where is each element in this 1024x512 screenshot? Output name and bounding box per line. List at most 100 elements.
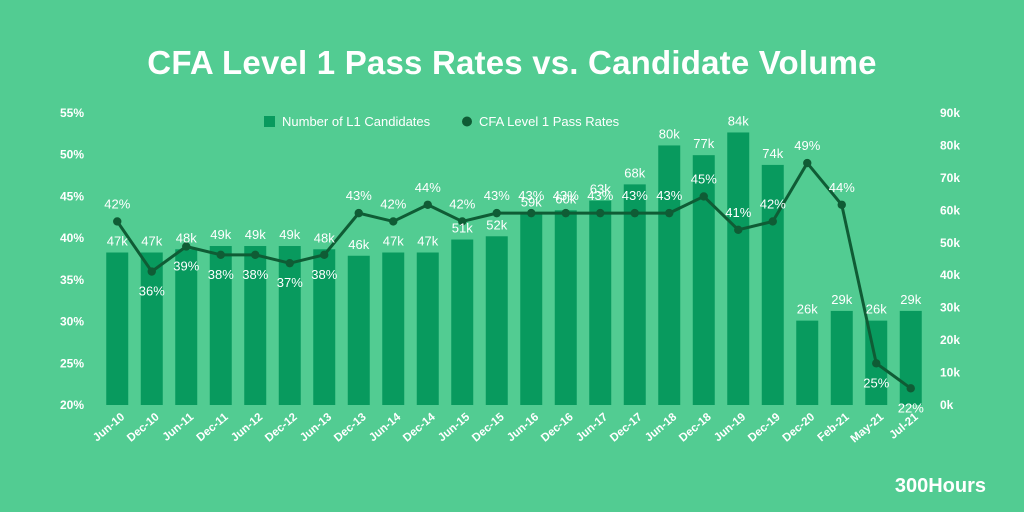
pass-rate-point-Dec-12 [285, 258, 294, 268]
x-tick-label: Dec-17 [608, 411, 645, 444]
y-left-tick: 50% [60, 148, 84, 162]
bar-Jun-17 [589, 200, 612, 405]
bar-value-label: 63k [590, 182, 611, 197]
bar-value-label: 46k [348, 237, 369, 252]
y-left-tick: 40% [60, 231, 84, 245]
x-tick-label: Dec-14 [401, 411, 438, 445]
pass-rate-line [116, 161, 912, 390]
bar-Jun-12 [244, 246, 267, 405]
pass-rate-label: 22% [898, 400, 924, 415]
x-tick-label: Jun-19 [712, 411, 748, 444]
bar-Dec-19 [761, 164, 784, 405]
y-left-tick: 35% [60, 273, 84, 287]
y-right-tick: 0k [940, 398, 954, 412]
pass-rate-label: 42% [449, 196, 475, 211]
x-tick-label: Jun-16 [505, 411, 541, 444]
pass-rate-point-Jun-18 [665, 208, 674, 218]
x-tick-label: Jun-11 [161, 411, 197, 444]
bar-Jun-11 [175, 249, 198, 405]
bar-value-label: 47k [417, 234, 438, 249]
bar-Dec-16 [554, 210, 577, 405]
bar-Jul-21 [899, 310, 922, 405]
pass-rate-label: 39% [173, 258, 199, 273]
legend-label-pass-rates: CFA Level 1 Pass Rates [479, 114, 620, 129]
pass-rate-point-Dec-10 [147, 267, 156, 276]
y-left-tick: 20% [60, 398, 84, 412]
bar-Jun-15 [451, 239, 474, 405]
y-left-tick: 30% [60, 315, 84, 329]
x-tick-label: Dec-19 [746, 411, 783, 444]
y-right-tick: 20k [940, 333, 960, 347]
bar-value-label: 29k [900, 292, 921, 307]
x-tick-label: Dec-13 [332, 411, 369, 444]
data-labels-layer: 47k 47k 48k 49k 49k 49k 48k 46k 47k 47k 51k 52k 59k 6… [104, 113, 924, 415]
bar-value-label: 47k [383, 234, 404, 249]
x-tick-label: Jun-14 [367, 411, 404, 444]
y-left-tick: 55% [60, 106, 84, 120]
chart-title: CFA Level 1 Pass Rates vs. Candidate Vol… [147, 44, 877, 81]
bar-value-label: 49k [279, 227, 300, 242]
pass-rate-label: 43% [587, 188, 613, 203]
pass-rate-point-Jun-17 [596, 208, 605, 218]
pass-rate-point-Dec-19 [768, 217, 777, 226]
bar-value-label: 59k [521, 195, 542, 210]
x-tick-label: Jun-17 [574, 411, 610, 444]
bar-value-label: 84k [728, 113, 749, 128]
bar-Dec-11 [209, 246, 232, 405]
y-right-tick: 70k [940, 171, 960, 185]
pass-rate-point-Dec-16 [561, 208, 570, 218]
pass-rate-label: 38% [242, 267, 268, 282]
x-tick-label: Dec-11 [195, 411, 232, 444]
pass-rate-label: 42% [104, 196, 130, 211]
bar-value-label: 29k [831, 292, 852, 307]
bar-value-label: 77k [693, 136, 714, 151]
pass-rate-point-Dec-18 [699, 192, 708, 201]
x-tick-label: Dec-18 [677, 411, 714, 445]
y-right-tick: 60k [940, 203, 960, 217]
x-tick-label: Jun-10 [91, 411, 127, 444]
bar-value-label: 26k [797, 302, 818, 317]
bar-value-label: 47k [107, 234, 128, 249]
y-left-tick: 25% [60, 356, 84, 370]
x-tick-label: Jun-18 [643, 411, 680, 444]
pass-rate-label: 44% [829, 180, 855, 195]
x-tick-label: Feb-21 [816, 411, 853, 444]
bar-value-label: 60k [555, 191, 576, 206]
bar-Feb-21 [830, 310, 853, 405]
pass-rate-point-Jun-14 [389, 217, 398, 226]
x-tick-label: Jun-13 [298, 411, 334, 444]
y-right-tick: 90k [940, 106, 960, 120]
bar-value-label: 74k [762, 146, 783, 161]
pass-rate-point-Dec-14 [423, 200, 432, 209]
bar-Jun-18 [658, 145, 681, 405]
bar-value-label: 52k [486, 217, 507, 232]
bar-Dec-13 [347, 255, 370, 405]
bar-Dec-18 [692, 155, 715, 405]
pass-rate-label: 41% [725, 205, 751, 220]
y-left-tick: 45% [60, 189, 84, 203]
pass-rate-point-Feb-21 [837, 200, 846, 209]
bar-value-label: 26k [866, 302, 887, 317]
pass-rate-label: 37% [277, 275, 303, 290]
bar-Jun-13 [313, 249, 336, 405]
bar-Jun-10 [106, 252, 129, 405]
x-tick-label: Dec-15 [470, 411, 507, 445]
pass-rate-label: 42% [380, 196, 406, 211]
pass-rate-point-Jun-11 [182, 242, 191, 251]
pass-rate-point-Dec-13 [354, 208, 363, 218]
y-right-tick: 80k [940, 138, 960, 152]
bar-Dec-10 [140, 252, 163, 405]
bar-Dec-20 [796, 320, 819, 405]
pass-rate-point-May-21 [872, 359, 881, 368]
pass-rate-label: 38% [311, 267, 337, 282]
pass-rate-point-Dec-17 [630, 208, 639, 218]
x-tick-label: Dec-16 [539, 411, 576, 444]
bar-value-label: 80k [659, 126, 680, 141]
pass-rate-point-Jun-16 [527, 208, 536, 218]
bar-Jun-16 [520, 213, 543, 405]
pass-rate-point-Jun-13 [320, 250, 329, 260]
bar-Jun-19 [727, 132, 750, 405]
bar-value-label: 48k [314, 230, 335, 245]
x-tick-label: Dec-20 [781, 411, 818, 444]
pass-rate-label: 25% [863, 375, 889, 390]
